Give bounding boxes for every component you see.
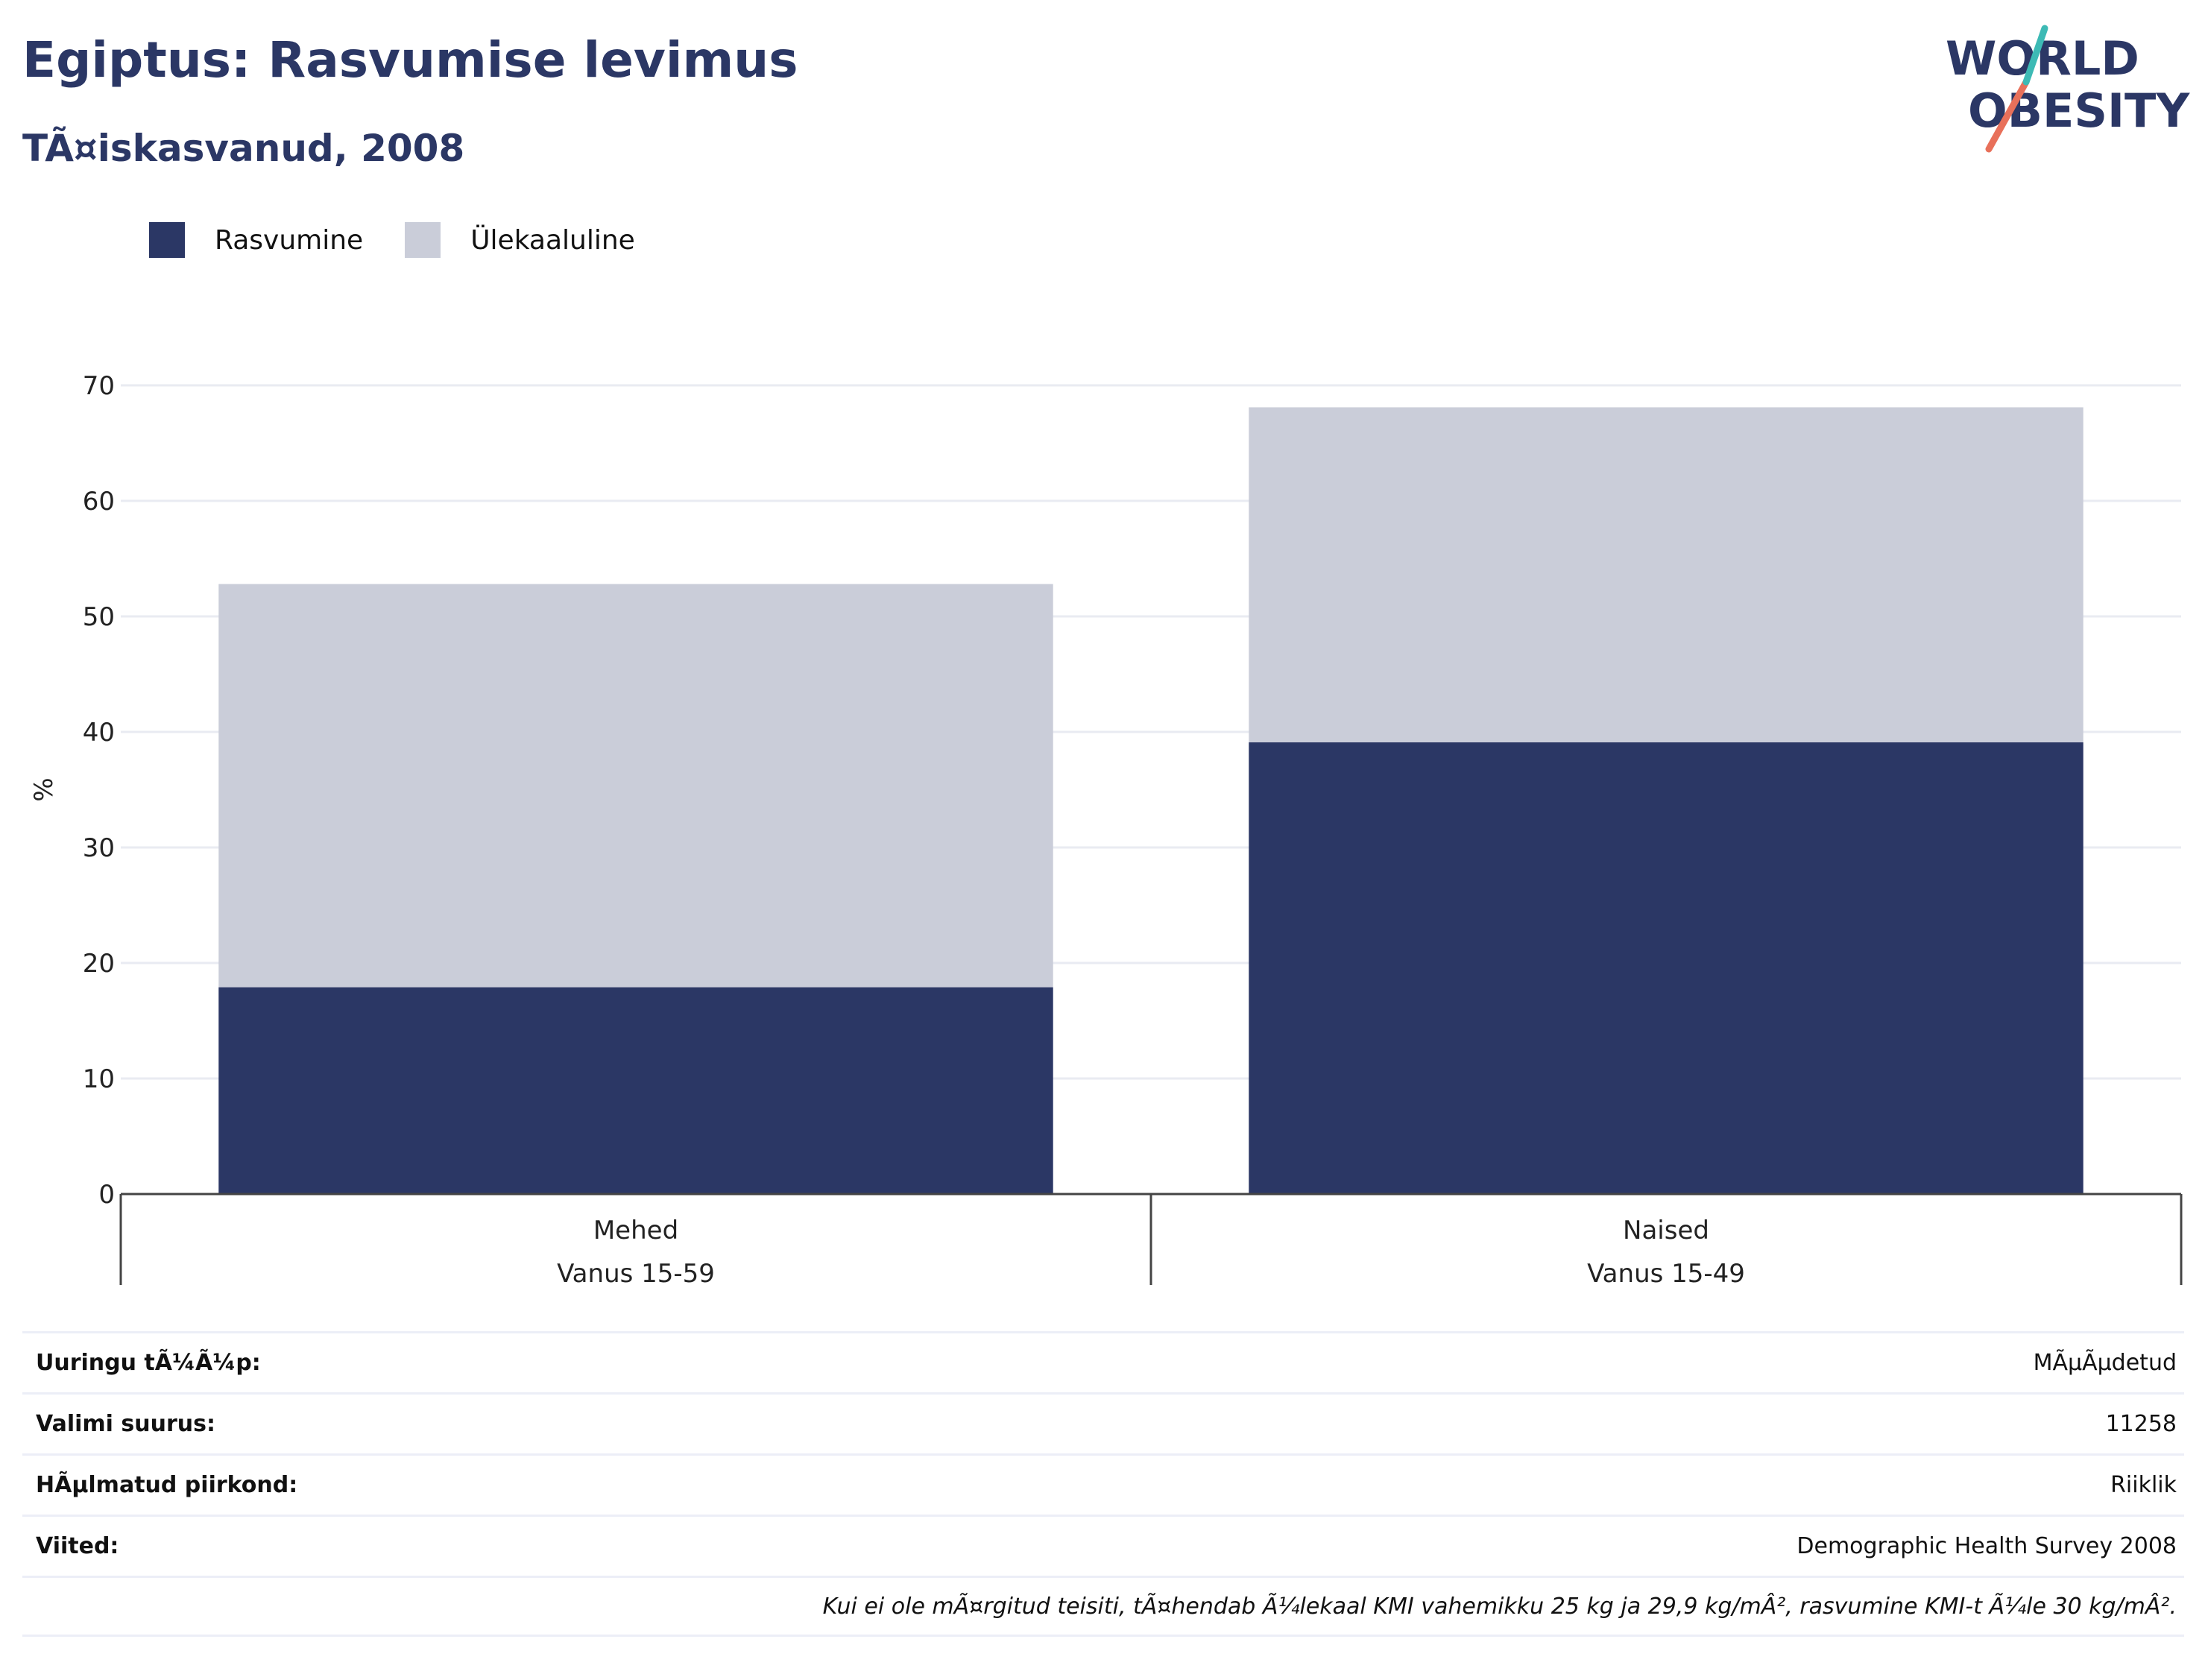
legend-item-obesity[interactable]: Rasvumine [149,222,363,258]
bar-chart: 0 10 20 30 40 50 60 70% Mehed Vanus 15-59 Naised Va… [29,371,2183,1289]
y-tick-label: 60 [83,487,115,517]
legend-swatch-overweight [405,222,441,258]
info-label: Valimi suurus: [36,1411,215,1437]
info-value: Demographic Health Survey 2008 [1797,1533,2177,1559]
y-tick-label: 40 [83,718,115,748]
info-row-sample-size: Valimi suurus: 11258 [22,1392,2184,1453]
definition-note: Kui ei ole mÃ¤rgitud teisiti, tÃ¤hendab … [22,1576,2184,1637]
y-tick-label: 30 [83,833,115,863]
logo-slash-teal [2022,25,2048,86]
y-tick-label: 0 [98,1180,115,1210]
survey-info-table: Uuringu tÃ¼Ã¼p: MÃµÃµdetud Valimi suurus… [22,1331,2184,1637]
y-tick-label: 10 [83,1064,115,1094]
legend-label-obesity: Rasvumine [215,224,364,256]
y-tick-label: 20 [83,949,115,979]
info-label: HÃµlmatud piirkond: [36,1472,298,1498]
logo-word-2: OBESITY [1968,83,2190,138]
y-axis-label: % [29,777,59,801]
info-row-survey-type: Uuringu tÃ¼Ã¼p: MÃµÃµdetud [22,1331,2184,1392]
y-tick-label: 50 [83,602,115,632]
x-category-label: Naised [1623,1216,1709,1245]
bar-obesity-naised [1249,742,2083,1194]
legend-swatch-obesity [149,222,185,258]
info-value: 11258 [2105,1411,2177,1437]
bar-overweight-mehed [218,584,1053,988]
info-row-references: Viited: Demographic Health Survey 2008 [22,1515,2184,1576]
chart-title: Egiptus: Rasvumise levimus [22,31,798,89]
world-obesity-logo: WORLD OBESITY [1946,25,2190,153]
info-label: Viited: [36,1533,119,1559]
x-category-sublabel: Vanus 15-49 [1587,1259,1745,1289]
bar-obesity-mehed [218,987,1053,1194]
info-label: Uuringu tÃ¼Ã¼p: [36,1350,261,1376]
logo-slash-red [1985,78,2030,153]
chart-subtitle: TÃ¤iskasvanud, 2008 [22,127,465,170]
info-value: MÃµÃµdetud [2033,1350,2177,1376]
legend: Rasvumine Ülekaaluline [149,222,677,258]
info-value: Riiklik [2110,1472,2177,1498]
bar-overweight-naised [1249,407,2083,742]
y-tick-label: 70 [83,371,115,401]
x-category-sublabel: Vanus 15-59 [557,1259,715,1289]
legend-label-overweight: Ülekaaluline [470,224,635,256]
info-row-coverage: HÃµlmatud piirkond: Riiklik [22,1453,2184,1515]
legend-item-overweight[interactable]: Ülekaaluline [405,222,635,258]
x-category-label: Mehed [593,1216,678,1245]
